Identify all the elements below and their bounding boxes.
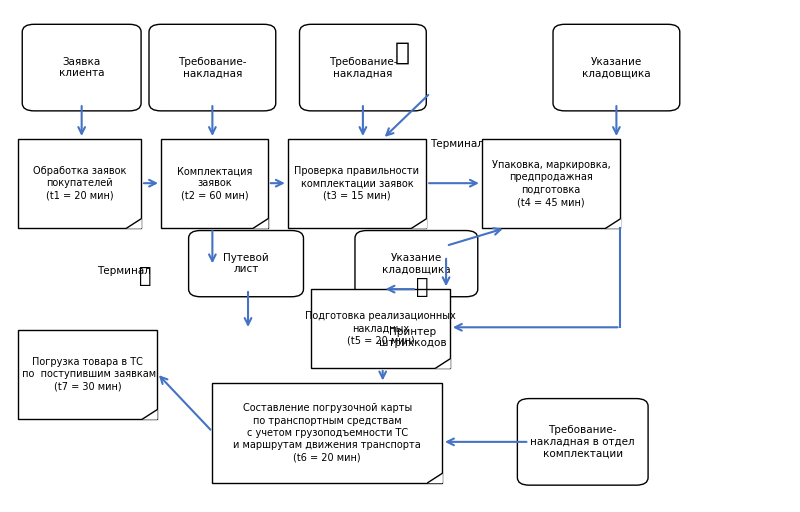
Text: Принтер
штрихкодов: Принтер штрихкодов [378, 327, 446, 348]
Polygon shape [142, 410, 157, 419]
Text: Комплектация
заявок
(t2 = 60 мин): Комплектация заявок (t2 = 60 мин) [177, 166, 252, 201]
FancyBboxPatch shape [149, 24, 276, 111]
FancyBboxPatch shape [189, 230, 303, 297]
Text: Обработка заявок
покупателей
(t1 = 20 мин): Обработка заявок покупателей (t1 = 20 ми… [33, 166, 126, 201]
FancyBboxPatch shape [299, 24, 426, 111]
Polygon shape [412, 219, 426, 228]
Text: Упаковка, маркировка,
предпродажная
подготовка
(t4 = 45 мин): Упаковка, маркировка, предпродажная подг… [492, 160, 610, 207]
FancyBboxPatch shape [212, 383, 442, 483]
Text: Требование-
накладная в отдел
комплектации: Требование- накладная в отдел комплектац… [530, 425, 635, 458]
Polygon shape [606, 219, 620, 228]
Text: Подготовка реализационных
накладных
(t5 = 20 мин): Подготовка реализационных накладных (t5 … [306, 311, 456, 346]
FancyBboxPatch shape [355, 230, 478, 297]
FancyBboxPatch shape [161, 139, 268, 228]
FancyBboxPatch shape [518, 398, 648, 485]
FancyBboxPatch shape [22, 24, 141, 111]
Text: Погрузка товара в ТС
 по  поступившим заявкам
(t7 = 30 мин): Погрузка товара в ТС по поступившим заяв… [19, 357, 156, 392]
Text: Терминал: Терминал [430, 139, 484, 149]
Text: 📱: 📱 [138, 266, 151, 286]
FancyBboxPatch shape [288, 139, 426, 228]
Polygon shape [436, 359, 450, 368]
Text: 📱: 📱 [395, 40, 410, 65]
Text: Указание
кладовщика: Указание кладовщика [382, 253, 450, 274]
Text: Терминал: Терминал [98, 266, 151, 276]
FancyBboxPatch shape [311, 289, 450, 368]
FancyBboxPatch shape [18, 330, 157, 419]
FancyBboxPatch shape [482, 139, 620, 228]
Text: Составление погрузочной карты
по транспортным средствам
с учетом грузоподъемност: Составление погрузочной карты по транспо… [234, 403, 421, 463]
Text: Указание
кладовщика: Указание кладовщика [582, 57, 650, 78]
Text: Требование-
накладная: Требование- накладная [178, 57, 246, 78]
Text: Требование-
накладная: Требование- накладная [329, 57, 397, 78]
Polygon shape [127, 219, 141, 228]
Text: Заявка
клиента: Заявка клиента [59, 57, 105, 78]
FancyBboxPatch shape [553, 24, 680, 111]
Polygon shape [428, 474, 442, 483]
FancyBboxPatch shape [18, 139, 141, 228]
Text: Путевой
лист: Путевой лист [223, 253, 269, 274]
Text: 🖨: 🖨 [416, 276, 429, 296]
Text: Проверка правильности
комплектации заявок
(t3 = 15 мин): Проверка правильности комплектации заяво… [294, 166, 419, 201]
Polygon shape [254, 219, 268, 228]
